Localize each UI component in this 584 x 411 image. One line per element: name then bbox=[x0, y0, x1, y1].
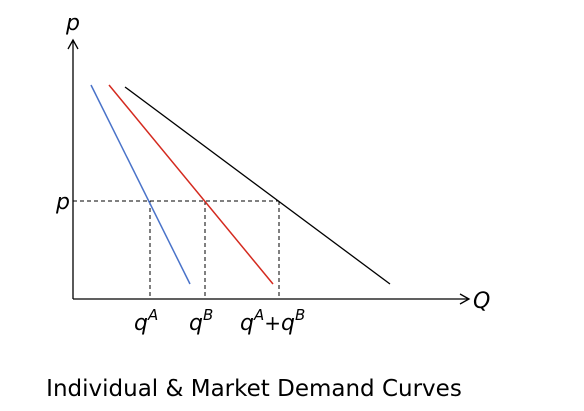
quantity-sum-label: qA+qB bbox=[240, 306, 305, 336]
x-axis-label: Q bbox=[473, 289, 490, 314]
demand-curve-a bbox=[90, 84, 191, 285]
demand-curve-b bbox=[108, 84, 274, 285]
y-axis-label: p bbox=[65, 11, 80, 36]
price-tick-label: p bbox=[55, 190, 70, 215]
market-demand-curve bbox=[124, 86, 391, 285]
quantity-a-label: qA bbox=[134, 306, 158, 336]
quantity-b-label: qB bbox=[189, 306, 213, 336]
figure-caption: Individual & Market Demand Curves bbox=[46, 376, 462, 402]
